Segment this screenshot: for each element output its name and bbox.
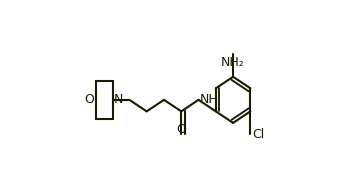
Text: Cl: Cl — [252, 128, 264, 141]
Text: O: O — [84, 93, 94, 106]
Text: NH₂: NH₂ — [221, 56, 245, 69]
Text: NH: NH — [200, 93, 219, 106]
Text: N: N — [114, 93, 124, 106]
Text: O: O — [176, 123, 186, 136]
